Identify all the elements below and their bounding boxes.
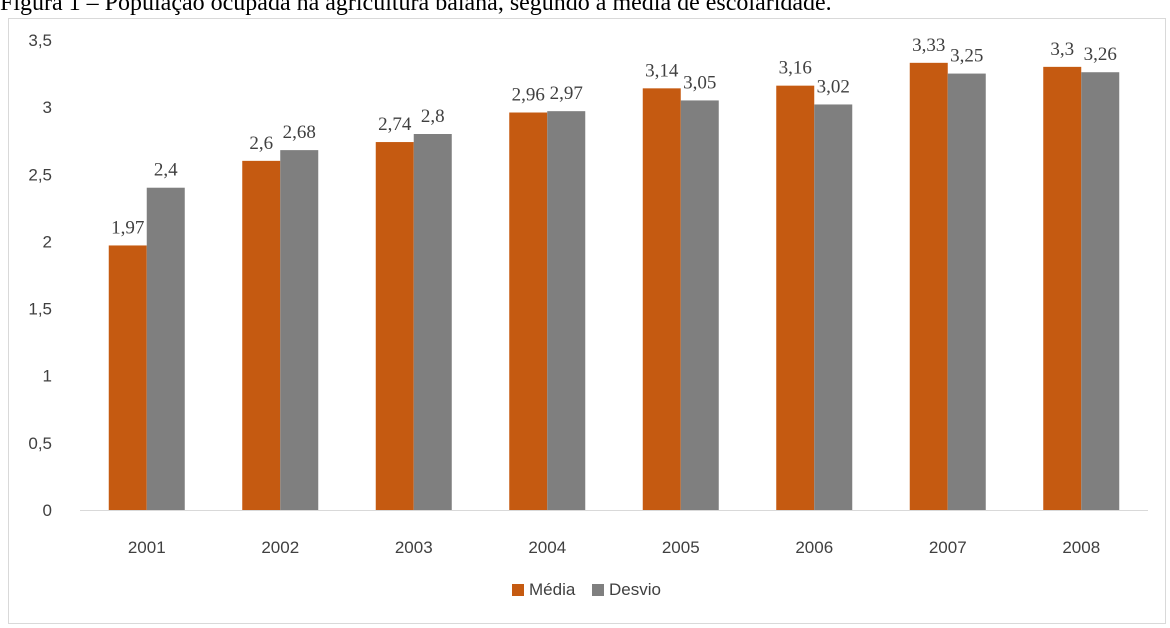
- data-label: 3,16: [779, 58, 812, 79]
- bar-desvio-2006: [814, 104, 853, 510]
- bar-media-2005: [642, 88, 681, 510]
- y-tick-label: 0: [43, 501, 52, 520]
- x-tick-label: 2007: [929, 538, 967, 557]
- data-label: 3,14: [645, 60, 679, 81]
- bar-desvio-2002: [280, 150, 319, 510]
- bar-desvio-2005: [680, 100, 719, 510]
- legend-label: Média: [529, 580, 576, 599]
- data-label: 1,97: [111, 217, 144, 238]
- bar-media-2001: [108, 245, 147, 510]
- bar-desvio-2003: [413, 134, 452, 510]
- bar-media-2002: [242, 160, 281, 510]
- bar-media-2004: [509, 112, 548, 510]
- bar-desvio-2007: [947, 73, 986, 511]
- bar-media-2003: [375, 142, 414, 511]
- figure-caption: Figura 1 – População ocupada na agricult…: [0, 0, 832, 16]
- data-label: 2,68: [283, 122, 316, 143]
- bar-media-2007: [909, 62, 948, 510]
- bars-layer: 1,97 2,4 2,6 2,68 2,74 2,8 2,96 2,97 3,143,05 3,1…: [108, 35, 1120, 511]
- y-axis: 0 0,5 1 1,5 2 2,5 3 3,5: [28, 31, 52, 520]
- y-tick-label: 2,5: [28, 165, 52, 184]
- data-label: 2,8: [421, 106, 445, 127]
- data-label: 2,6: [249, 133, 273, 154]
- y-tick-label: 3: [43, 98, 52, 117]
- x-tick-label: 2008: [1062, 538, 1100, 557]
- bar-desvio-2001: [146, 187, 185, 510]
- data-label: 2,4: [154, 160, 178, 181]
- data-label: 3,26: [1084, 44, 1117, 65]
- data-label: 3,25: [950, 46, 983, 67]
- data-label: 2,96: [512, 85, 545, 106]
- data-label: 3,3: [1050, 39, 1074, 60]
- data-label: 3,05: [683, 72, 716, 93]
- legend-swatch: [592, 584, 604, 596]
- bar-media-2008: [1043, 66, 1082, 510]
- data-label: 2,97: [550, 83, 583, 104]
- legend-swatch: [512, 584, 524, 596]
- data-label: 3,02: [817, 76, 850, 97]
- bar-desvio-2008: [1081, 72, 1120, 510]
- data-label: 3,33: [912, 35, 945, 56]
- y-tick-label: 2: [43, 232, 52, 251]
- data-label: 2,74: [378, 114, 412, 135]
- x-axis: 2001 2002 2003 2004 2005 2006 2007 2008: [128, 538, 1100, 557]
- x-tick-label: 2004: [528, 538, 566, 557]
- legend-label: Desvio: [609, 580, 661, 599]
- x-tick-label: 2001: [128, 538, 166, 557]
- bar-media-2006: [776, 85, 815, 511]
- x-tick-label: 2006: [795, 538, 833, 557]
- x-tick-label: 2003: [395, 538, 433, 557]
- y-tick-label: 1,5: [28, 300, 52, 319]
- y-tick-label: 1: [43, 367, 52, 386]
- bar-desvio-2004: [547, 111, 586, 511]
- legend: Média Desvio: [512, 580, 661, 599]
- y-tick-label: 3,5: [28, 31, 52, 50]
- y-tick-label: 0,5: [28, 434, 52, 453]
- x-tick-label: 2002: [261, 538, 299, 557]
- x-tick-label: 2005: [662, 538, 700, 557]
